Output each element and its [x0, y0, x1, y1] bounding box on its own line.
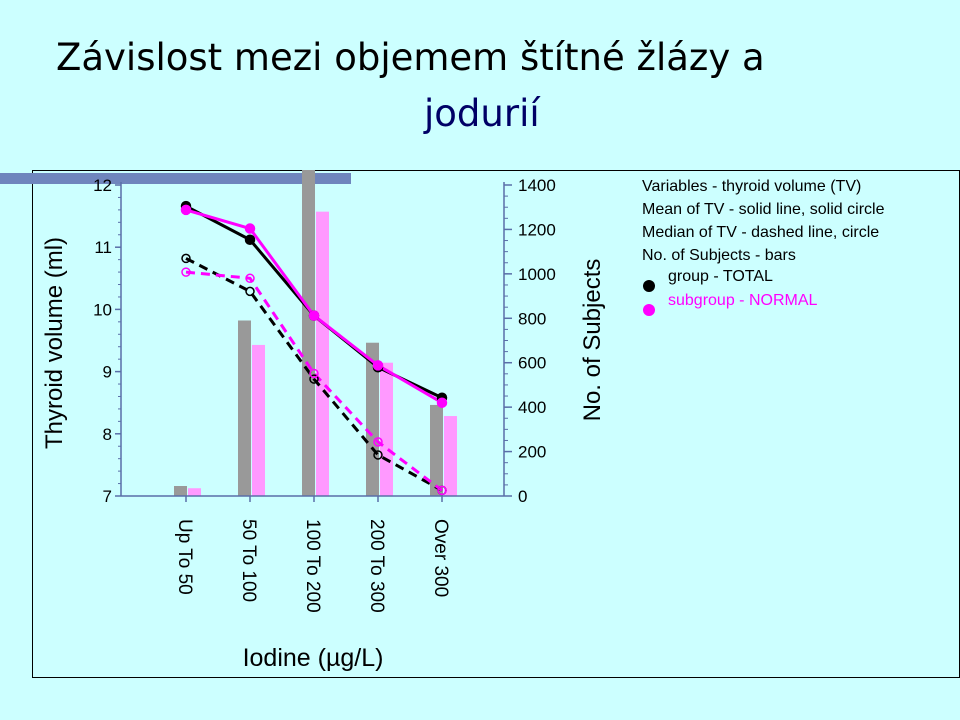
lines-layer — [180, 200, 448, 496]
y2-axis-label: No. of Subjects — [579, 259, 606, 422]
y2-tick-label: 200 — [518, 443, 546, 462]
y-axis-label: Thyroid volume (ml) — [41, 237, 68, 449]
data-point-median — [181, 253, 191, 264]
y2-tick-label: 1200 — [518, 220, 556, 239]
accent-bar — [0, 173, 351, 184]
y2-tick-label: 1000 — [518, 265, 556, 284]
legend-text: No. of Subjects - bars — [642, 247, 796, 264]
legend-text: Variables - thyroid volume (TV) — [642, 178, 861, 195]
y2-tick-label: 800 — [518, 309, 546, 328]
y2-tick-label: 0 — [518, 487, 527, 506]
legend-marker — [643, 280, 655, 292]
category-label: 50 To 100 — [238, 519, 259, 602]
y-tick-label: 9 — [103, 363, 112, 382]
category-label: Over 300 — [430, 519, 451, 597]
slide-title-line2: jodurií — [424, 92, 540, 135]
legend-entry-label: group - TOTAL — [668, 268, 773, 285]
x-axis-label: Iodine (µg/L) — [243, 644, 384, 672]
legend-entry-label: subgroup - NORMAL — [668, 292, 817, 309]
category-labels: Up To 50 50 To 100 100 To 200 200 To 300 Ove… — [174, 519, 451, 613]
data-point-median — [309, 368, 319, 379]
y-tick-label: 8 — [103, 425, 112, 444]
series-line-total-median — [185, 257, 443, 492]
data-point-median — [437, 485, 447, 496]
y-tick-label: 10 — [93, 300, 112, 319]
slide-title-line1: Závislost mezi objemem štítné žlázy a — [56, 36, 765, 79]
y2-tick-label: 600 — [518, 354, 546, 373]
bar-normal — [188, 488, 201, 496]
bar-normal — [444, 416, 457, 496]
data-point-median — [245, 286, 255, 297]
data-point-median — [309, 374, 319, 384]
legend: Variables - thyroid volume (TV) Mean of T… — [642, 178, 885, 316]
bar-normal — [252, 344, 265, 496]
legend-marker — [643, 304, 655, 316]
data-point-mean — [244, 223, 256, 234]
data-point-median — [245, 273, 255, 284]
data-point-median — [373, 450, 383, 460]
category-label: 200 To 300 — [366, 519, 387, 613]
axes-layer: 7 8 9 10 11 12 0 200 400 600 800 1000 1200 1400 — [93, 176, 556, 506]
category-label: Up To 50 — [174, 519, 195, 595]
data-point-median — [181, 267, 191, 277]
data-point-mean — [436, 397, 448, 408]
data-point-mean — [244, 234, 256, 245]
y2-tick-label: 400 — [518, 398, 546, 417]
bar-total — [430, 404, 443, 496]
legend-text: Median of TV - dashed line, circle — [642, 224, 879, 241]
data-point-median — [373, 437, 383, 447]
bar-total — [302, 170, 315, 496]
y-tick-label: 12 — [93, 176, 112, 195]
y-tick-label: 11 — [94, 238, 112, 257]
legend-text: Mean of TV - solid line, solid circle — [642, 201, 885, 218]
category-label: 100 To 200 — [302, 519, 323, 613]
data-point-mean — [180, 204, 192, 216]
y2-tick-label: 1400 — [518, 176, 556, 195]
bar-normal — [316, 211, 329, 496]
data-point-mean — [372, 360, 384, 371]
bar-total — [238, 320, 251, 496]
y-tick-label: 7 — [103, 487, 112, 506]
data-point-mean — [308, 310, 320, 321]
bar-total — [174, 486, 187, 496]
bar-normal — [380, 362, 393, 496]
